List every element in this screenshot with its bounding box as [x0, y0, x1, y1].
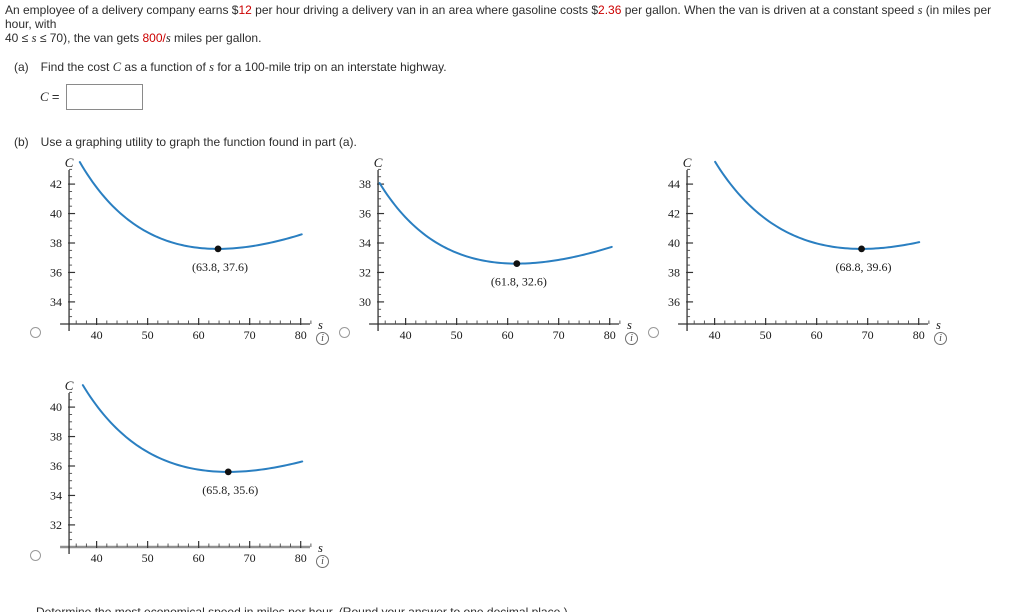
- svg-text:80: 80: [913, 328, 925, 342]
- svg-text:40: 40: [50, 207, 62, 221]
- svg-text:40: 40: [668, 236, 680, 250]
- svg-text:70: 70: [244, 551, 256, 565]
- svg-text:38: 38: [50, 430, 62, 444]
- part-a-prompt: (a) Find the cost C as a function of s fo…: [0, 60, 1024, 75]
- part-a-answer-row: C =: [40, 84, 1024, 110]
- svg-text:50: 50: [142, 328, 154, 342]
- part-a-label: (a): [14, 60, 29, 74]
- svg-text:44: 44: [668, 177, 680, 191]
- svg-text:34: 34: [50, 488, 62, 502]
- part-c-question: Determine the most economical speed in m…: [36, 605, 568, 612]
- part-b-text: Use a graphing utility to graph the func…: [40, 135, 357, 149]
- svg-text:50: 50: [142, 551, 154, 565]
- svg-text:50: 50: [760, 328, 772, 342]
- svg-text:38: 38: [668, 265, 680, 279]
- svg-text:40: 40: [709, 328, 721, 342]
- svg-text:42: 42: [668, 207, 680, 221]
- svg-text:s: s: [627, 318, 632, 332]
- svg-text:80: 80: [295, 328, 307, 342]
- svg-text:34: 34: [359, 236, 371, 250]
- svg-text:60: 60: [502, 328, 514, 342]
- svg-text:C: C: [374, 156, 383, 170]
- part-b-prompt: (b) Use a graphing utility to graph the f…: [0, 135, 1024, 149]
- svg-text:40: 40: [400, 328, 412, 342]
- svg-text:60: 60: [193, 551, 205, 565]
- info-icon[interactable]: i: [316, 332, 329, 345]
- problem-line-1: An employee of a delivery company earns …: [5, 3, 992, 31]
- svg-text:70: 70: [553, 328, 565, 342]
- svg-text:36: 36: [50, 265, 62, 279]
- part-a-answer-input[interactable]: [65, 84, 143, 110]
- svg-text:80: 80: [604, 328, 616, 342]
- svg-text:36: 36: [668, 295, 680, 309]
- svg-text:(65.8, 35.6): (65.8, 35.6): [202, 483, 258, 497]
- svg-text:s: s: [318, 541, 323, 555]
- svg-text:50: 50: [451, 328, 463, 342]
- part-a-text: Find the cost C as a function of s for a…: [40, 60, 447, 74]
- svg-text:40: 40: [91, 551, 103, 565]
- svg-text:C: C: [65, 156, 74, 170]
- svg-text:(63.8, 37.6): (63.8, 37.6): [192, 260, 248, 274]
- svg-text:30: 30: [359, 295, 371, 309]
- problem-statement: An employee of a delivery company earns …: [0, 0, 1024, 45]
- graph-option-3-radio[interactable]: [648, 327, 659, 338]
- svg-text:70: 70: [244, 328, 256, 342]
- svg-text:32: 32: [50, 518, 62, 532]
- part-b-label: (b): [14, 135, 29, 149]
- svg-text:60: 60: [811, 328, 823, 342]
- svg-text:40: 40: [91, 328, 103, 342]
- svg-text:(61.8, 32.6): (61.8, 32.6): [491, 275, 547, 289]
- svg-text:32: 32: [359, 265, 371, 279]
- graph-option-4-radio[interactable]: [30, 550, 41, 561]
- info-icon[interactable]: i: [625, 332, 638, 345]
- svg-text:40: 40: [50, 400, 62, 414]
- info-icon[interactable]: i: [316, 555, 329, 568]
- svg-text:60: 60: [193, 328, 205, 342]
- svg-text:36: 36: [359, 207, 371, 221]
- svg-text:38: 38: [359, 177, 371, 191]
- graph-option-2-radio[interactable]: [339, 327, 350, 338]
- svg-text:70: 70: [862, 328, 874, 342]
- problem-line-2: 40 ≤ s ≤ 70), the van gets 800/s miles p…: [5, 31, 262, 45]
- svg-text:C: C: [683, 156, 692, 170]
- part-a-answer-prefix: C =: [40, 89, 60, 104]
- svg-text:42: 42: [50, 177, 62, 191]
- svg-text:(68.8, 39.6): (68.8, 39.6): [836, 260, 892, 274]
- svg-text:s: s: [936, 318, 941, 332]
- graph-option-1-radio[interactable]: [30, 327, 41, 338]
- svg-text:C: C: [65, 379, 74, 393]
- svg-text:s: s: [318, 318, 323, 332]
- svg-text:80: 80: [295, 551, 307, 565]
- svg-text:34: 34: [50, 295, 62, 309]
- info-icon[interactable]: i: [934, 332, 947, 345]
- svg-text:36: 36: [50, 459, 62, 473]
- svg-text:38: 38: [50, 236, 62, 250]
